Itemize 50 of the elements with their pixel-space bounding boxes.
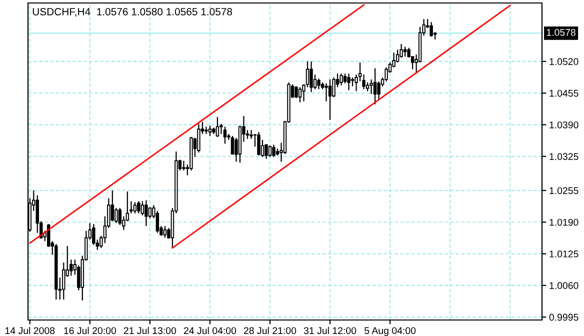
candlestick [137, 200, 140, 214]
candlestick [377, 80, 380, 100]
candlestick [400, 43, 403, 58]
candlestick [264, 144, 268, 160]
y-tick-label: 1.0325 [550, 153, 578, 160]
candlestick [373, 68, 377, 105]
candlestick [148, 207, 152, 219]
candlestick [204, 126, 208, 135]
candlestick [144, 200, 148, 227]
candlestick [324, 82, 328, 102]
candlestick [298, 86, 302, 103]
candlestick [347, 73, 350, 91]
y-tick-label: 1.0190 [550, 218, 578, 226]
candlestick [370, 78, 373, 95]
y-tick-label: 1.0390 [550, 121, 578, 128]
x-tick-label: 24 Jul 04:00 [184, 326, 236, 334]
candlestick [197, 123, 200, 154]
candlestick [268, 145, 272, 158]
candlestick [208, 125, 212, 136]
candlestick [257, 131, 260, 156]
candlestick [182, 160, 186, 172]
candlestick [294, 86, 298, 99]
candlestick [133, 202, 137, 214]
candlestick [216, 116, 220, 138]
y-tick-label: 1.0455 [550, 90, 578, 97]
candlestick [140, 200, 144, 216]
candlestick [317, 78, 320, 90]
candlestick [328, 78, 332, 120]
y-tick-label: 1.0125 [550, 250, 578, 258]
x-tick-label: 21 Jul 13:00 [124, 326, 176, 334]
candlestick [340, 73, 343, 86]
y-tick-label: 1.0060 [550, 282, 578, 290]
x-tick-label: 14 Jul 2008 [5, 326, 55, 334]
x-tick-label: 28 Jul 21:00 [244, 326, 296, 334]
y-tick-label: 0.9995 [549, 314, 578, 321]
candlestick [272, 144, 276, 158]
candlestick [156, 210, 160, 234]
candlestick [223, 126, 227, 144]
x-tick-label: 5 Aug 04:00 [364, 327, 416, 336]
ref-line-label: 1.0578 [546, 28, 576, 36]
x-tick-label: 16 Jul 20:00 [64, 326, 116, 334]
candlestick [163, 225, 167, 238]
y-tick-label: 1.0255 [550, 187, 578, 194]
candlestick [118, 207, 122, 226]
x-tick-label: 31 Jul 12:00 [304, 326, 356, 334]
chart-title: USDCHF,H4 1.0576 1.0580 1.0565 1.0578 [32, 8, 232, 17]
candlestick [430, 21, 433, 38]
y-tick-label: 1.0520 [550, 58, 578, 66]
candlestick [310, 60, 313, 93]
candlestick [92, 224, 96, 246]
